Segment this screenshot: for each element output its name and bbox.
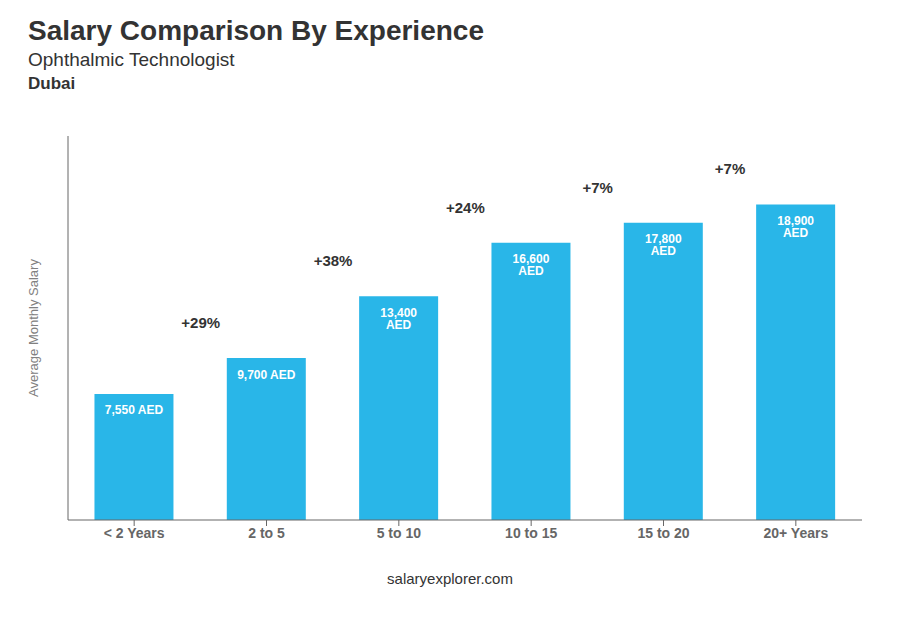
svg-text:15 to 20: 15 to 20 (637, 525, 689, 541)
html-text:Dubai: Dubai (28, 74, 76, 93)
html-text:salaryexplorer.com: salaryexplorer.com (387, 570, 513, 587)
svg-text:< 2 Years: < 2 Years (104, 525, 165, 541)
svg-text:+24%: +24% (446, 199, 485, 216)
html-text:Ophthalmic Technologist: Ophthalmic Technologist (28, 49, 235, 70)
svg-text:+7%: +7% (583, 179, 613, 196)
svg-text:20+ Years: 20+ Years (763, 525, 828, 541)
svg-text:+29%: +29% (181, 314, 220, 331)
svg-text:Average Monthly Salary: Average Monthly Salary (26, 259, 41, 397)
svg-text:10 to 15: 10 to 15 (505, 525, 557, 541)
svg-text:2 to 5: 2 to 5 (248, 525, 285, 541)
svg-text:5 to 10: 5 to 10 (377, 525, 422, 541)
svg-text:16,600AED: 16,600AED (513, 252, 550, 278)
svg-text:13,400AED: 13,400AED (380, 306, 417, 332)
svg-text:9,700 AED: 9,700 AED (237, 368, 296, 382)
svg-text:+7%: +7% (715, 160, 745, 177)
svg-text:17,800AED: 17,800AED (645, 232, 682, 258)
svg-text:+38%: +38% (314, 252, 353, 269)
html-text:Salary Comparison By Experienc: Salary Comparison By Experience (28, 15, 484, 46)
svg-text:7,550 AED: 7,550 AED (105, 403, 164, 417)
svg-text:18,900AED: 18,900AED (777, 214, 814, 240)
